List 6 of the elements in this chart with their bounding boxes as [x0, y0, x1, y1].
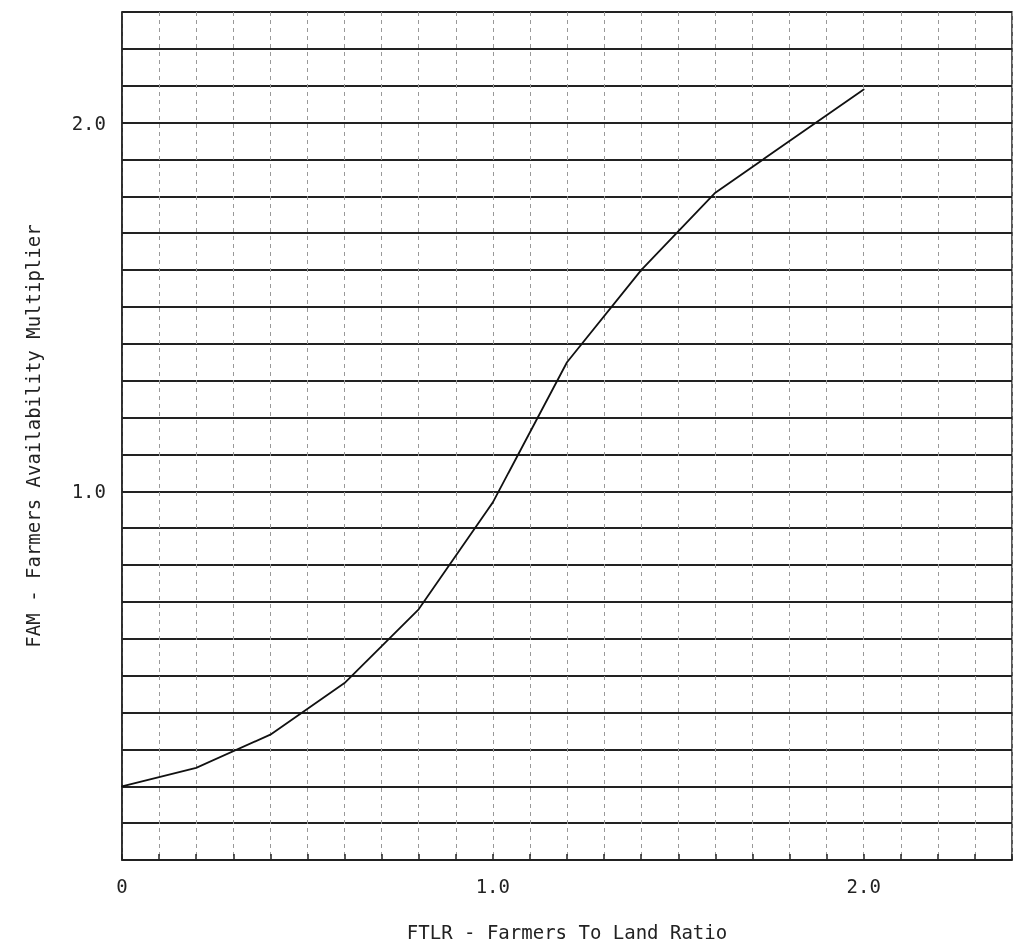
y-axis-title: FAM - Farmers Availability Multiplier [21, 224, 44, 648]
x-tick-label: 2.0 [846, 874, 881, 897]
x-tick-label: 0 [116, 874, 128, 897]
line-series [121, 88, 865, 788]
x-tick-label: 1.0 [475, 874, 510, 897]
x-axis-title: FTLR - Farmers To Land Ratio [406, 920, 728, 943]
